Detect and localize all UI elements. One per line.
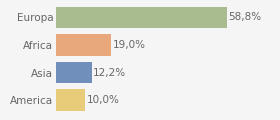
Bar	[56, 7, 227, 28]
Bar	[56, 62, 92, 83]
Text: 12,2%: 12,2%	[93, 68, 126, 78]
Text: 10,0%: 10,0%	[87, 95, 120, 105]
Bar	[56, 89, 85, 111]
Bar	[56, 34, 111, 56]
Text: 19,0%: 19,0%	[113, 40, 146, 50]
Text: 58,8%: 58,8%	[229, 12, 262, 22]
